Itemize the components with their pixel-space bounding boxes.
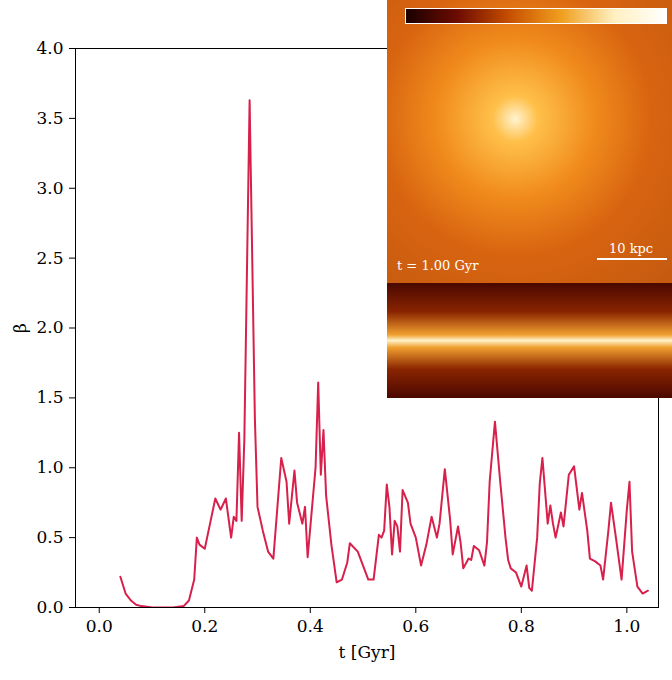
svg-text:0.6: 0.6 (402, 616, 429, 636)
svg-text:2.5: 2.5 (36, 248, 63, 268)
svg-text:0.8: 0.8 (508, 616, 535, 636)
svg-text:0.4: 0.4 (297, 616, 324, 636)
svg-text:0.5: 0.5 (36, 527, 63, 547)
svg-text:3.5: 3.5 (36, 108, 63, 128)
svg-text:1.0: 1.0 (36, 457, 63, 477)
svg-text:0.0: 0.0 (36, 597, 63, 617)
svg-text:0.0: 0.0 (86, 616, 113, 636)
svg-text:3.0: 3.0 (36, 178, 63, 198)
svg-text:0.2: 0.2 (191, 616, 218, 636)
svg-text:β: β (10, 323, 30, 333)
svg-text:1.0: 1.0 (613, 616, 640, 636)
svg-text:4.0: 4.0 (36, 38, 63, 58)
svg-text:2.0: 2.0 (36, 317, 63, 337)
html-text:10 kpc: 10 kpc (609, 241, 654, 256)
svg-text:t [Gyr]: t [Gyr] (339, 642, 396, 662)
svg-text:1.5: 1.5 (36, 387, 63, 407)
html-text:t = 1.00 Gyr: t = 1.00 Gyr (397, 258, 479, 273)
